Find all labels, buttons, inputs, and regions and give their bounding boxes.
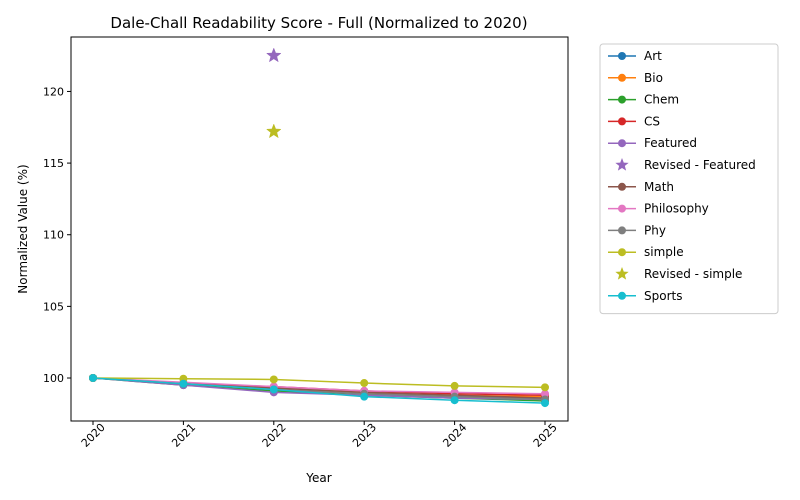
y-tick-label: 120 [43,85,64,98]
series-sports-point [450,396,459,405]
series-simple-point [360,379,369,388]
y-tick-label: 105 [43,300,64,313]
legend-marker [618,248,626,257]
legend-marker [618,117,626,126]
x-tick-label: 2023 [350,421,379,450]
legend-box [599,43,779,315]
legend-label: simple [644,245,684,259]
legend-marker [618,73,626,82]
legend: Art Bio Chem CS Featured Revised - Featured Ma… [599,43,779,315]
series-simple-line [92,377,546,389]
legend-label: Bio [644,71,663,85]
x-tick-label: 2021 [169,421,198,450]
plot-frame [70,36,569,422]
legend-marker [618,139,626,148]
chart-title: Dale-Chall Readability Score - Full (Nor… [110,14,527,32]
legend-marker [618,204,626,213]
series-simple-point [450,381,459,390]
series-sports-point [89,374,97,383]
legend-marker [618,182,626,191]
axes: 2020 2021 2022 2023 2024 2025 100 105 110 115 120 [43,85,560,449]
series-sports-line [92,377,546,404]
x-tick-label: 2024 [440,421,469,450]
legend-marker [618,95,626,104]
legend-label: Chem [644,93,679,107]
legend-marker [618,226,626,235]
x-tick-label: 2020 [79,421,108,450]
legend-marker [618,291,626,300]
legend-label: Phy [644,223,666,237]
y-tick-label: 100 [43,372,64,385]
x-tick-label: 2025 [531,421,560,450]
series-philosophy-point [541,389,549,398]
legend-label: CS [644,114,660,128]
y-tick-label: 110 [43,229,64,242]
series-philosophy-line [92,377,546,395]
y-tick-label: 115 [43,157,64,170]
series-sports-point [179,379,188,388]
legend-label: Revised - Featured [644,158,756,172]
y-axis-label: Normalized Value (%) [16,164,30,293]
series-sports-point [541,399,549,408]
plot-series [89,47,549,408]
series-revised-simple-point [266,123,282,139]
legend-label: Art [644,49,662,63]
series-simple-point [541,383,549,392]
series-simple-point [269,375,278,384]
legend-label: Philosophy [644,202,709,216]
legend-label: Featured [644,136,697,150]
series-sports-point [360,392,369,401]
x-axis-label: Year [305,471,331,485]
legend-marker [615,158,629,171]
x-tick-label: 2022 [260,421,289,450]
legend-label: Sports [644,289,682,303]
legend-marker [618,52,626,60]
legend-marker [615,267,629,280]
series-sports-point [269,385,278,394]
legend-label: Revised - simple [644,267,742,281]
series-revised-featured-point [266,47,282,63]
legend-label: Math [644,180,674,194]
